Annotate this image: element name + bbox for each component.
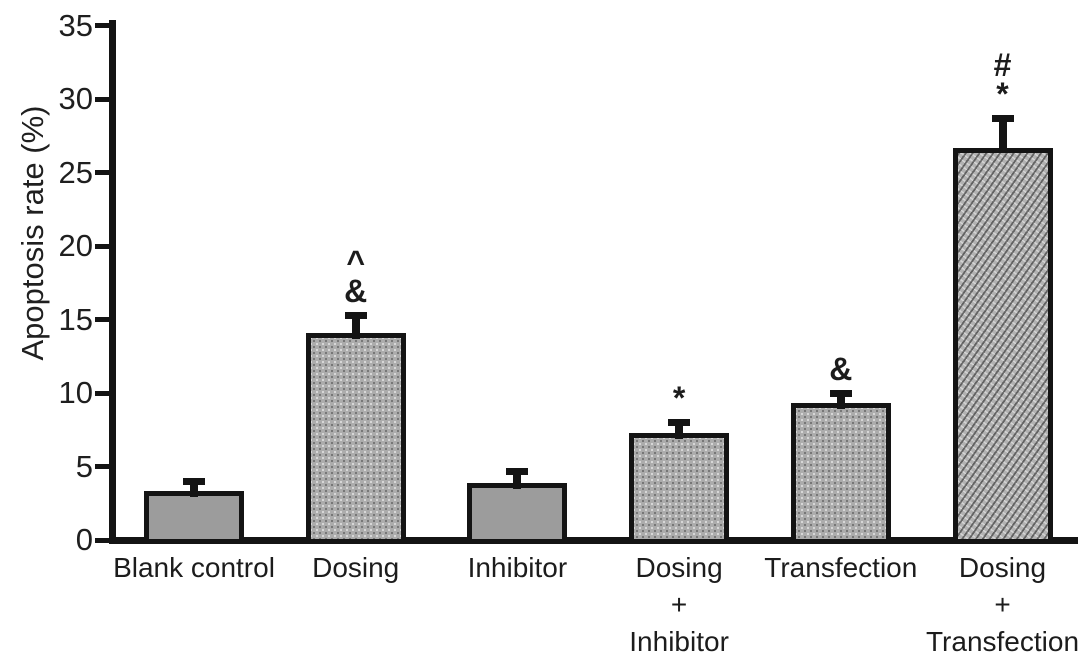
error-bar-stem: [675, 419, 684, 439]
bar-transfection: [790, 403, 891, 544]
category-label-line: Dosing: [312, 552, 400, 583]
category-label-transfection: Transfection: [746, 549, 936, 586]
error-bar-cap: [183, 478, 205, 486]
error-bar-cap: [991, 115, 1014, 123]
y-tick-label: 20: [58, 228, 93, 263]
bar-dosing-transfection: [952, 147, 1053, 544]
category-label-line: Inhibitor: [467, 552, 568, 583]
significance-markers: &: [771, 351, 911, 388]
bar-blank-control: [144, 491, 244, 544]
significance-symbol: *: [672, 380, 686, 417]
y-tick-mark: [95, 390, 112, 396]
error-bar-stem: [190, 478, 198, 498]
y-tick-mark: [95, 537, 112, 543]
y-tick-label: 30: [58, 81, 93, 116]
error-bar-stem: [351, 312, 360, 339]
error-bar-cap: [668, 419, 691, 427]
y-tick-label: 0: [75, 522, 93, 557]
y-tick-label: 25: [58, 154, 93, 190]
significance-symbol: &: [829, 351, 853, 388]
bar-dosing: [305, 332, 406, 544]
category-label-line: Blank control: [113, 552, 275, 583]
category-label-blank-control: Blank control: [99, 549, 289, 586]
category-label-inhibitor: Inhibitor: [422, 549, 612, 586]
y-tick-mark: [95, 317, 112, 322]
category-label-line: Transfection: [764, 552, 918, 583]
category-label-line: Transfection: [925, 626, 1080, 656]
y-tick-mark: [95, 170, 112, 175]
category-label-line: Dosing: [635, 552, 723, 583]
category-label-dosing-transfection: Dosing + Transfection: [908, 549, 1087, 656]
significance-symbol: ^: [346, 244, 366, 281]
category-label-line: +: [994, 589, 1011, 620]
y-axis-line: [108, 20, 116, 544]
y-tick-mark: [95, 243, 112, 249]
x-axis-line: [108, 536, 1078, 544]
y-tick-label: 35: [58, 7, 93, 43]
error-bar-stem: [836, 390, 845, 410]
significance-symbol: #: [993, 47, 1012, 84]
y-tick-label: 10: [58, 375, 93, 410]
y-tick-mark: [95, 23, 112, 28]
error-bar-cap: [506, 467, 529, 475]
error-bar-cap: [829, 390, 852, 398]
significance-markers: *: [609, 380, 749, 417]
y-tick-label: 5: [75, 448, 93, 484]
significance-symbol: *: [996, 76, 1009, 113]
bar-inhibitor: [467, 482, 568, 544]
category-label-line: +: [670, 589, 688, 620]
significance-markers: # *: [933, 47, 1073, 113]
significance-symbol: &: [344, 273, 368, 310]
category-label-dosing: Dosing: [261, 549, 451, 586]
y-tick-mark: [95, 96, 112, 102]
error-bar-stem: [513, 467, 522, 489]
significance-markers: ^ &: [286, 244, 426, 310]
category-label-dosing-inhibitor: Dosing + Inhibitor: [584, 549, 774, 656]
y-tick-mark: [95, 464, 112, 469]
category-label-line: Dosing: [958, 552, 1047, 583]
y-tick-label: 15: [58, 301, 93, 337]
error-bar-cap: [344, 312, 367, 320]
error-bar-stem: [998, 115, 1007, 154]
category-label-line: Inhibitor: [629, 626, 729, 656]
bar-dosing-inhibitor: [629, 432, 730, 544]
